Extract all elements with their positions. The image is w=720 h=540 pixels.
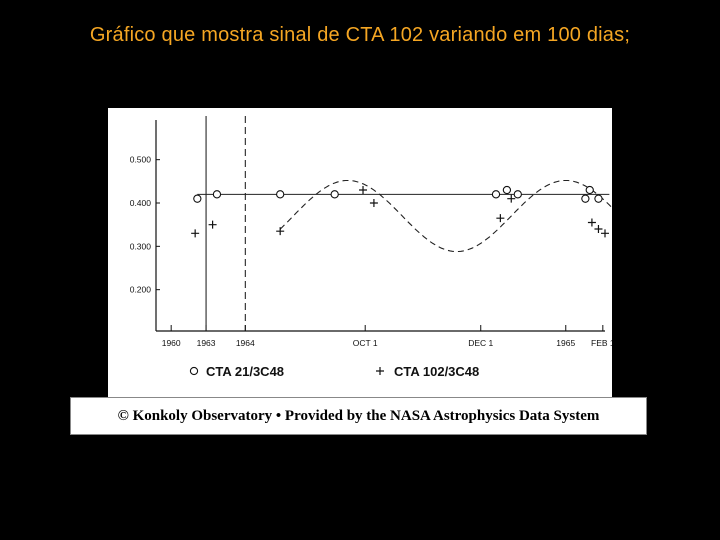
credit-caption: © Konkoly Observatory • Provided by the … [70,397,647,435]
cta102-data-point [191,229,200,238]
cta21-data-point [502,185,512,195]
cta102-data-point [359,186,368,194]
cta102-data-point [507,194,516,203]
cta102-data-point [594,225,603,233]
legend-plus-marker [376,367,384,375]
cta21-data-point [594,194,603,203]
cta21-data-point [491,190,501,199]
x-tick-label: 1960 [162,338,181,348]
x-tick-label: DEC 1 [468,338,493,348]
x-tick-label: 1963 [197,338,216,348]
cta102-data-point [369,199,378,207]
chart-figure: 0.500 0.400 0.300 0.200 1960 1963 1964 OCT 1 DEC… [108,108,612,398]
x-tick-label: 1965 [556,338,575,348]
slide-title: Gráfico que mostra sinal de CTA 102 vari… [89,24,631,46]
x-tick-label: OCT 1 [353,338,378,348]
legend-label: CTA 102/3C48 [394,364,479,379]
cta102-data-point [276,227,285,236]
cta21-data-point [193,194,202,203]
x-tick-label: 1964 [236,338,255,348]
y-tick-label: 0.500 [130,155,152,165]
y-tick-label: 0.400 [130,198,152,208]
cta102-data-point [587,218,596,227]
cta102-data-point [601,229,609,238]
cta102-data-point [496,214,505,223]
y-tick-label: 0.200 [130,285,152,295]
y-tick-label: 0.300 [130,241,152,251]
cta21-data-point [276,190,285,199]
cta21-data-point [513,190,522,199]
cta21-data-point [330,190,339,199]
chart-svg: 0.500 0.400 0.300 0.200 1960 1963 1964 OCT 1 DEC… [130,116,612,379]
cta102-sinusoid-fit [279,179,612,253]
cta102-data-point [208,220,217,229]
cta21-data-point [212,190,222,199]
cta21-data-point [585,185,594,195]
legend-circle-marker [189,366,199,376]
cta21-data-point [581,194,590,203]
legend-label: CTA 21/3C48 [206,364,284,379]
x-tick-label: FEB 1 [591,338,612,348]
